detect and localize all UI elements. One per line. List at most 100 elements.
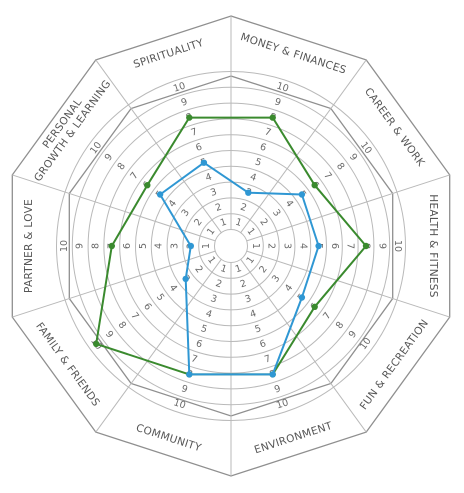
tick-label: 3 [209, 187, 218, 199]
tick-label: 1 [219, 217, 228, 229]
tick-label: 5 [138, 243, 149, 249]
tick-label: 6 [194, 338, 203, 350]
tick-label: 9 [75, 243, 86, 249]
tick-label: 7 [345, 243, 356, 249]
tick-label: 7 [321, 170, 333, 181]
data-point [200, 159, 208, 166]
tick-label: 8 [116, 161, 128, 172]
data-point [269, 371, 276, 378]
data-point [93, 340, 100, 348]
tick-label: 6 [122, 243, 133, 249]
tick-label: 1 [205, 226, 217, 237]
tick-label: 6 [258, 142, 267, 154]
tick-label: 9 [347, 329, 359, 340]
tick-label: 9 [347, 152, 359, 163]
tick-label: 6 [141, 301, 153, 312]
tick-label: 9 [180, 383, 189, 395]
tick-label: 10 [172, 81, 187, 95]
category-label-line: SPIRITUALITY [132, 37, 206, 71]
tick-label: 3 [244, 293, 253, 305]
grid-ring [214, 229, 248, 263]
category-label: COMMUNITY [134, 422, 203, 454]
grid-ring [198, 213, 264, 279]
spoke [95, 59, 222, 233]
grid-ring [182, 197, 280, 295]
data-series [93, 114, 370, 378]
tick-label: 7 [321, 310, 333, 321]
grid-ring [71, 86, 391, 406]
tick-label: 5 [199, 323, 208, 335]
tick-label: 8 [334, 161, 346, 172]
tick-label: 4 [204, 172, 213, 184]
spoke [240, 59, 367, 233]
tick-label: 9 [273, 96, 282, 108]
data-point [315, 242, 322, 250]
grid-ring [87, 102, 375, 390]
tick-label: 9 [376, 243, 387, 249]
category-label-line: COMMUNITY [134, 422, 203, 454]
tick-label: 1 [234, 217, 243, 229]
tick-label: 6 [258, 338, 267, 350]
data-point [311, 182, 318, 189]
tick-label: 7 [190, 126, 199, 138]
grid-ring [135, 150, 327, 342]
spoke [246, 250, 450, 318]
data-point [269, 114, 276, 121]
grid-ring [103, 118, 359, 374]
tick-label: 6 [194, 142, 203, 154]
tick-label: 1 [244, 255, 256, 266]
tick-label: 2 [257, 217, 269, 228]
tick-label: 7 [190, 353, 199, 365]
tick-label: 4 [204, 308, 213, 320]
tick-label: 10 [172, 397, 187, 411]
grid-ring [119, 134, 343, 358]
data-point [108, 242, 116, 250]
grid: 1234567891012345678910123456789101234567… [11, 15, 451, 477]
tick-label: 2 [239, 202, 248, 214]
tick-label: 5 [254, 157, 263, 169]
category-label: HEALTH & FITNESS [427, 194, 439, 297]
category-label-line: PARTNER & LOVE [23, 199, 35, 293]
data-point [311, 303, 318, 310]
tick-label: 7 [263, 126, 272, 138]
tick-label: 7 [128, 170, 140, 181]
tick-label: 8 [116, 320, 128, 331]
data-point [298, 191, 306, 198]
tick-label: 7 [128, 310, 140, 321]
data-point [298, 294, 306, 301]
tick-label: 5 [254, 323, 263, 335]
tick-label: 4 [283, 283, 295, 294]
category-label: PARTNER & LOVE [23, 199, 35, 293]
tick-label: 4 [297, 243, 308, 249]
tick-label: 4 [283, 198, 295, 209]
tick-label: 1 [250, 243, 261, 249]
tick-label: 8 [334, 320, 346, 331]
data-point [182, 275, 189, 283]
tick-label: 10 [275, 397, 290, 411]
data-point [245, 189, 252, 196]
tick-label: 7 [263, 353, 272, 365]
grid-ring [150, 165, 312, 327]
category-label-line: FAMILY & FRIENDS [33, 320, 102, 408]
category-label: SPIRITUALITY [132, 37, 206, 71]
tick-label: 2 [192, 264, 204, 275]
tick-label: 1 [244, 226, 256, 237]
tick-label: 2 [214, 278, 223, 290]
category-label: ENVIRONMENT [253, 420, 334, 457]
data-point [144, 182, 151, 189]
category-label-line: MONEY & FINANCES [239, 31, 348, 77]
tick-label: 2 [266, 243, 277, 249]
tick-label: 1 [201, 243, 212, 249]
tick-label: 10 [275, 81, 290, 95]
tick-label: 10 [59, 240, 70, 252]
spoke [12, 250, 216, 318]
tick-label: 9 [103, 152, 115, 163]
tick-label: 9 [180, 96, 189, 108]
tick-label: 8 [91, 243, 102, 249]
category-label: MONEY & FINANCES [239, 31, 348, 77]
tick-label: 3 [270, 207, 282, 218]
data-point [187, 242, 194, 250]
tick-label: 4 [167, 283, 179, 294]
tick-label: 4 [154, 243, 165, 249]
